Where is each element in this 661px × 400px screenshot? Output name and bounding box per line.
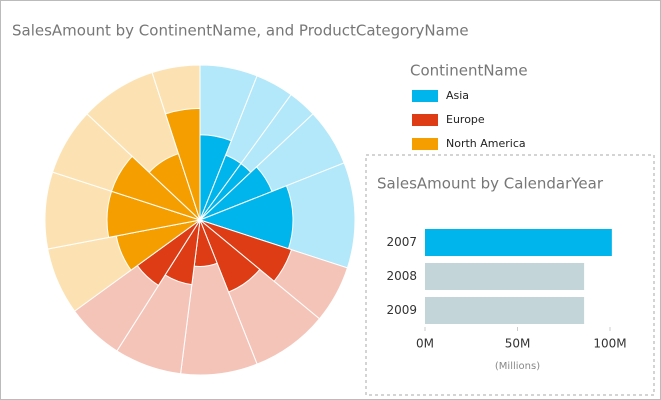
bar bbox=[425, 263, 585, 290]
legend-swatch bbox=[412, 138, 438, 150]
x-axis-label: (Millions) bbox=[495, 361, 540, 372]
bar bbox=[425, 229, 612, 256]
y-tick-label: 2007 bbox=[386, 235, 417, 249]
y-tick-label: 2009 bbox=[386, 303, 417, 317]
bar bbox=[425, 297, 585, 324]
x-tick-label: 0M bbox=[416, 337, 434, 351]
legend-label: Europe bbox=[446, 113, 485, 126]
legend-swatch bbox=[412, 114, 438, 126]
bar-title: SalesAmount by CalendarYear bbox=[377, 175, 604, 193]
x-tick-label: 100M bbox=[593, 337, 626, 351]
legend-label: Asia bbox=[446, 89, 469, 102]
legend-label: North America bbox=[446, 137, 526, 150]
x-tick-label: 50M bbox=[505, 337, 531, 351]
y-tick-label: 2008 bbox=[386, 269, 417, 283]
slice-highlight bbox=[164, 107, 201, 221]
legend-title: ContinentName bbox=[410, 62, 528, 80]
legend-swatch bbox=[412, 90, 438, 102]
chart-title: SalesAmount by ContinentName, and Produc… bbox=[12, 22, 469, 40]
